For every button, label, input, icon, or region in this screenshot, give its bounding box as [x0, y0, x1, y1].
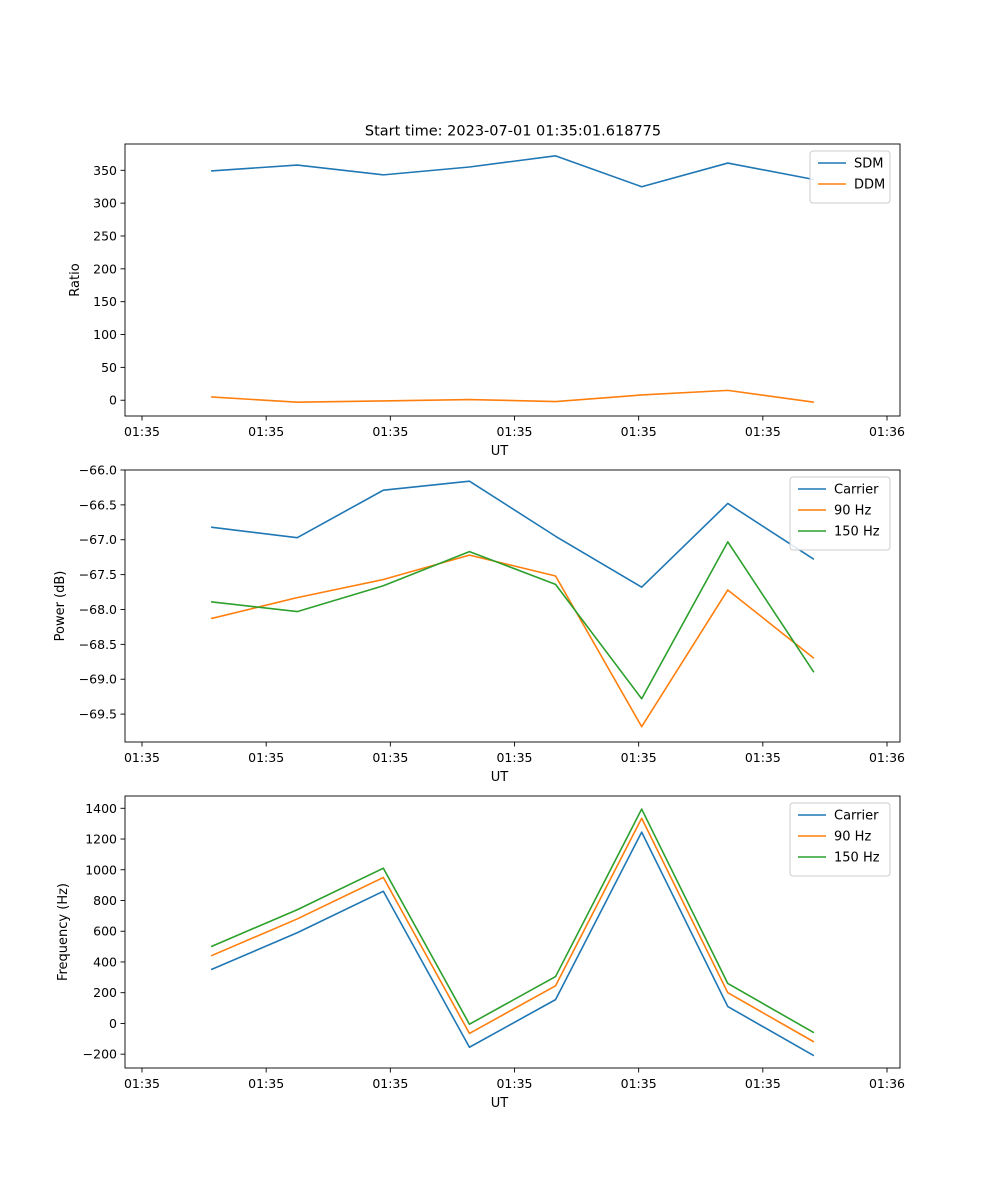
ratio-legend-label: SDM [854, 157, 883, 172]
ratio-y-tick-label: 200 [93, 261, 117, 276]
ratio-legend [809, 150, 891, 204]
power-series-150-hz-line [211, 541, 815, 700]
ratio-x-tick-label: 01:35 [372, 424, 408, 439]
ratio-x-tick-label: 01:35 [496, 424, 532, 439]
frequency-subplot: 01:35 01:35 01:35 01:35 01:35 01:35 01:36 −200 0… [56, 795, 905, 1111]
power-y-tick-label: −69.0 [79, 672, 117, 687]
frequency-series-150-hz-line [210, 808, 815, 1034]
power-y-tick-label: −68.5 [79, 637, 117, 652]
frequency-x-tick-label: 01:35 [248, 1076, 284, 1091]
power-y-tick-label: −66.5 [79, 497, 117, 512]
power-x-tick-label: 01:35 [372, 750, 408, 765]
frequency-y-tick-label: 200 [93, 985, 117, 1000]
power-x-tick-label: 01:35 [124, 750, 160, 765]
ratio-subplot: 01:35 01:35 01:35 01:35 01:35 01:35 01:36 0 50 10… [68, 143, 905, 459]
power-x-axis-label: UT [491, 770, 509, 785]
ratio-series-ddm-line [211, 389, 814, 404]
power-y-tick-label: −67.0 [79, 532, 117, 547]
frequency-x-tick-label: 01:36 [869, 1076, 905, 1091]
ratio-y-tick-label: 350 [93, 163, 117, 178]
power-y-tick-label: −66.0 [79, 463, 117, 478]
frequency-x-tick-label: 01:35 [745, 1076, 781, 1091]
frequency-series-90-hz-line [210, 817, 815, 1043]
power-series-90-hz-line [210, 554, 815, 728]
power-x-tick-label: 01:35 [745, 750, 781, 765]
frequency-x-axis-label: UT [491, 1096, 509, 1111]
ratio-y-tick-label: 250 [93, 228, 117, 243]
frequency-y-tick-label: 600 [93, 924, 117, 939]
ratio-x-tick-label: 01:35 [745, 424, 781, 439]
power-y-tick-label: −67.5 [79, 567, 117, 582]
frequency-x-tick-label: 01:35 [496, 1076, 532, 1091]
ratio-y-tick-label: 300 [93, 196, 117, 211]
ratio-y-tick-label: 0 [109, 393, 117, 408]
frequency-legend-label: Carrier [834, 809, 879, 824]
figure-title: Start time: 2023-07-01 01:35:01.618775 [365, 124, 661, 140]
power-legend-label: 150 Hz [834, 525, 880, 540]
power-subplot: 01:35 01:35 01:35 01:35 01:35 01:35 01:36 −66.0… [53, 463, 905, 786]
power-x-tick-label: 01:35 [496, 750, 532, 765]
ratio-y-tick-label: 100 [93, 327, 117, 342]
power-y-tick-label: −68.0 [79, 602, 117, 617]
power-legend-label: Carrier [834, 483, 879, 498]
power-x-tick-label: 01:35 [248, 750, 284, 765]
frequency-legend-label: 90 Hz [834, 830, 871, 845]
ratio-x-tick-label: 01:35 [124, 424, 160, 439]
power-series-carrier-line [211, 480, 815, 588]
ratio-x-tick-label: 01:35 [621, 424, 657, 439]
frequency-axes-frame [124, 795, 901, 1069]
frequency-y-tick-label: 0 [109, 1016, 117, 1031]
frequency-series-carrier-line [210, 831, 815, 1057]
ratio-y-tick-label: 50 [101, 360, 117, 375]
power-axes-frame [124, 469, 901, 743]
frequency-y-tick-label: 1400 [85, 801, 117, 816]
frequency-y-tick-label: 400 [93, 954, 117, 969]
frequency-x-tick-label: 01:35 [372, 1076, 408, 1091]
frequency-y-tick-label: 800 [93, 893, 117, 908]
frequency-x-tick-label: 01:35 [124, 1076, 160, 1091]
power-x-tick-label: 01:36 [869, 750, 905, 765]
ratio-y-axis-label: Ratio [68, 263, 83, 296]
ratio-y-tick-label: 150 [93, 294, 117, 309]
power-legend-label: 90 Hz [834, 504, 871, 519]
power-x-tick-label: 01:35 [621, 750, 657, 765]
frequency-y-tick-label: 1000 [85, 862, 117, 877]
frequency-y-axis-label: Frequency (Hz) [56, 883, 71, 981]
frequency-y-tick-label: −200 [83, 1047, 117, 1062]
ratio-x-axis-label: UT [491, 444, 509, 459]
ratio-axes-frame [124, 143, 901, 417]
power-y-tick-label: −69.5 [79, 707, 117, 722]
frequency-x-tick-label: 01:35 [621, 1076, 657, 1091]
ratio-legend-label: DDM [854, 178, 885, 193]
ratio-x-tick-label: 01:35 [248, 424, 284, 439]
frequency-legend-label: 150 Hz [834, 851, 880, 866]
ratio-series-sdm-line [211, 155, 815, 188]
ratio-x-tick-label: 01:36 [869, 424, 905, 439]
frequency-y-tick-label: 1200 [85, 832, 117, 847]
power-y-axis-label: Power (dB) [53, 571, 68, 642]
